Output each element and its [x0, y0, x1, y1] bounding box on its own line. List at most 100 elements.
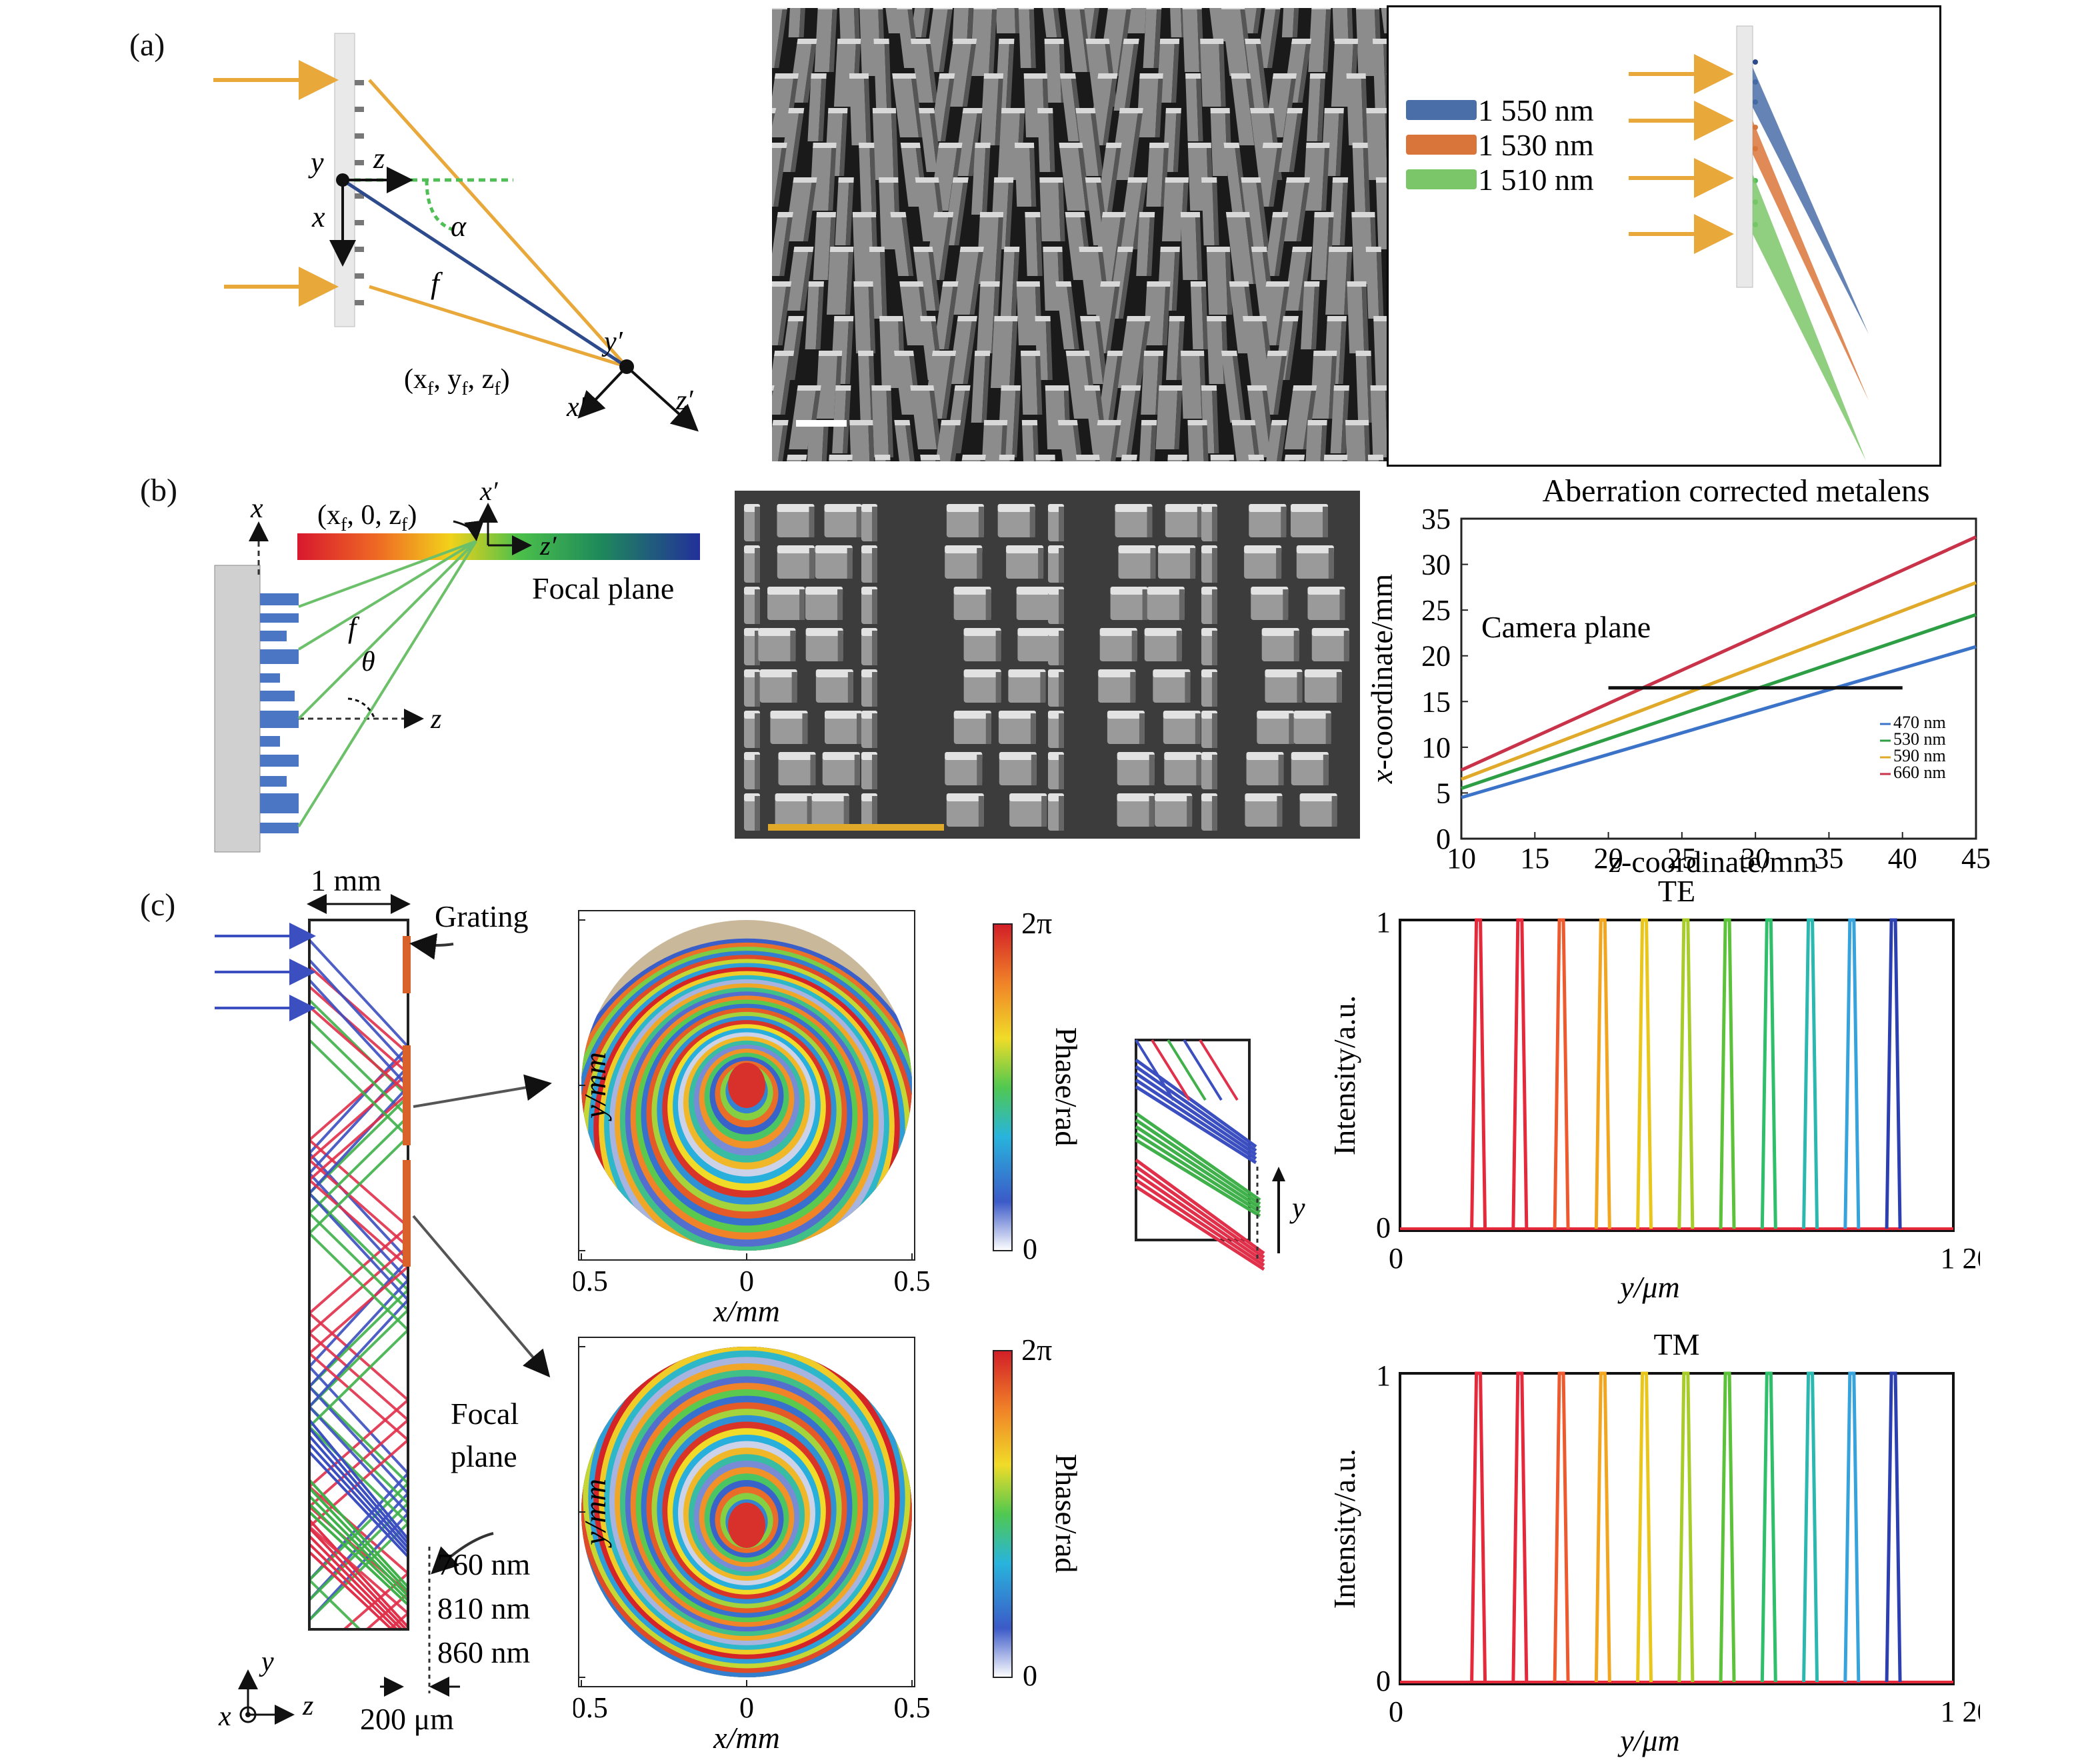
legend-label: 1 510 nm	[1478, 162, 1594, 197]
legend-label: 470 nm	[1893, 713, 1946, 732]
panel-a-schematic: y z x α f y′ x′ z′ (xf, yf, zf)	[213, 33, 699, 432]
origin-dot	[336, 173, 349, 187]
spectrum-frame	[1399, 1372, 1955, 1685]
spectral-peak	[1802, 918, 1819, 1229]
wl-label-810: 810 nm	[437, 1591, 531, 1625]
map-ylabel: y/mm	[578, 1052, 612, 1121]
x-tick-label: 15	[1520, 842, 1549, 875]
inset-y-label: y	[1289, 1191, 1305, 1224]
spectrum-tm: TM 1 00 1 200 y/μm Intensity/a.u.	[1327, 1327, 1981, 1757]
width-label: 1 mm	[311, 867, 381, 897]
spectral-peak	[1843, 1371, 1861, 1683]
spectral-peak	[1470, 1371, 1487, 1683]
x-tick-label: 45	[1961, 842, 1991, 875]
series-line	[1461, 645, 1977, 799]
wl-label-860: 860 nm	[437, 1635, 531, 1669]
b-label-zprime: z′	[539, 531, 557, 561]
panel-b-schematic: x z x′ z′ (xf, 0, zf) f θ Focal plane	[214, 480, 700, 853]
spec-ymax: 1	[1376, 1359, 1391, 1392]
sem-scale-bar	[796, 420, 847, 427]
series-line	[1461, 581, 1977, 781]
spectral-peak	[1677, 1371, 1695, 1683]
spectral-peak	[1636, 918, 1653, 1229]
spec-ymin: 0	[1376, 1211, 1391, 1244]
colorbar-top: 2π	[1021, 907, 1052, 940]
series-line	[1460, 535, 1977, 772]
spectral-peak	[1843, 918, 1861, 1229]
b-focal-coord: (xf, 0, zf)	[317, 500, 417, 535]
map-x-tick: −0.5	[573, 1265, 608, 1297]
label-y: y	[308, 146, 324, 179]
b-label-theta: θ	[361, 647, 375, 677]
spec-xmin: 0	[1389, 1242, 1403, 1275]
spectral-peak	[1511, 1371, 1529, 1683]
spectral-peak	[1677, 918, 1695, 1229]
legend-label: 1 550 nm	[1478, 93, 1594, 127]
ray-top	[368, 79, 628, 368]
spectrum-te: TE 1 00 1 200 y/μm Intensity/a.u.	[1327, 874, 1980, 1304]
panel-label-a: (a)	[129, 27, 165, 63]
angle-arc	[425, 179, 453, 231]
map-x-tick: 0.5	[894, 1691, 931, 1724]
spectral-peak	[1470, 918, 1487, 1229]
spectral-peak	[1553, 918, 1570, 1229]
series-line	[1461, 613, 1977, 790]
y-tick-label: 20	[1421, 640, 1451, 673]
x-tick-label: 30	[1741, 842, 1770, 875]
chart-frame	[1460, 517, 1977, 840]
x-tick-label: 35	[1814, 842, 1843, 875]
spectral-peak	[1553, 1371, 1570, 1683]
output-coupler-inset: y	[1135, 1039, 1305, 1271]
sem-b-scale-bar	[768, 824, 944, 831]
map-xlabel: x/mm	[713, 1721, 780, 1755]
map-x-tick: 0.5	[894, 1265, 931, 1297]
spec-ylabel: Intensity/a.u.	[1327, 995, 1361, 1155]
legend-label: 590 nm	[1893, 746, 1946, 765]
wavelength-legend: 1 550 nm 1 530 nm 1 510 nm	[1406, 93, 1594, 198]
colorbar-bottom: 0	[1023, 1233, 1037, 1265]
sem-image-pillars	[772, 8, 1387, 461]
label-z: z	[373, 142, 385, 175]
spectrum-title: TE	[1658, 874, 1695, 908]
legend-item: 1 530 nm	[1406, 127, 1594, 162]
legend-label: 1 530 nm	[1478, 127, 1594, 162]
spectral-peak	[1719, 1371, 1736, 1683]
spec-ymax: 1	[1376, 906, 1391, 939]
map-x-tick: −0.5	[573, 1691, 608, 1724]
colorbar	[993, 923, 1013, 1251]
camera-plane-label: Camera plane	[1481, 610, 1651, 644]
gratings	[403, 936, 411, 1267]
colorbar-bottom: 0	[1023, 1659, 1037, 1692]
dispersion-inset: 1 550 nm 1 530 nm 1 510 nm	[1387, 5, 1941, 467]
scale-200um: 200 μm	[360, 1702, 454, 1736]
x-tick-label: 20	[1594, 842, 1623, 875]
label-y-prime: y′	[601, 327, 623, 357]
z-prime-arrow	[625, 365, 699, 432]
spectral-peak	[1594, 918, 1611, 1229]
x-tick-label: 25	[1667, 842, 1697, 875]
chart-title: Aberration corrected metalens	[1542, 473, 1929, 509]
ray-bottom	[369, 285, 627, 369]
x-prime-arrow	[577, 365, 628, 419]
map-x-tick: 0	[739, 1265, 754, 1297]
focal-label-1: Focal	[451, 1397, 519, 1431]
spectral-peak	[1802, 1371, 1819, 1683]
label-alpha: α	[451, 210, 467, 243]
b-focal-plane-label: Focal plane	[532, 571, 674, 605]
spectral-peak	[1636, 1371, 1653, 1683]
label-x: x	[311, 201, 325, 233]
chart-xlabel: z-coordinate/mm	[1609, 845, 1817, 879]
c-label-y: y	[259, 1647, 274, 1677]
legend-label: 530 nm	[1893, 729, 1946, 749]
spectral-peak	[1594, 1371, 1611, 1683]
label-focal-point: (xf, yf, zf)	[404, 364, 510, 399]
legend-item: 1 550 nm	[1406, 93, 1594, 127]
panel-c-waveguide: 1 mm Grating Focal plane 760 nm 810 nm 8…	[215, 867, 552, 1736]
c-label-z: z	[302, 1691, 313, 1721]
grating-label: Grating	[435, 899, 529, 933]
label-z-prime: z′	[675, 385, 693, 416]
c-label-x: x	[218, 1701, 231, 1732]
spec-xmax: 1 200	[1941, 1695, 1981, 1728]
